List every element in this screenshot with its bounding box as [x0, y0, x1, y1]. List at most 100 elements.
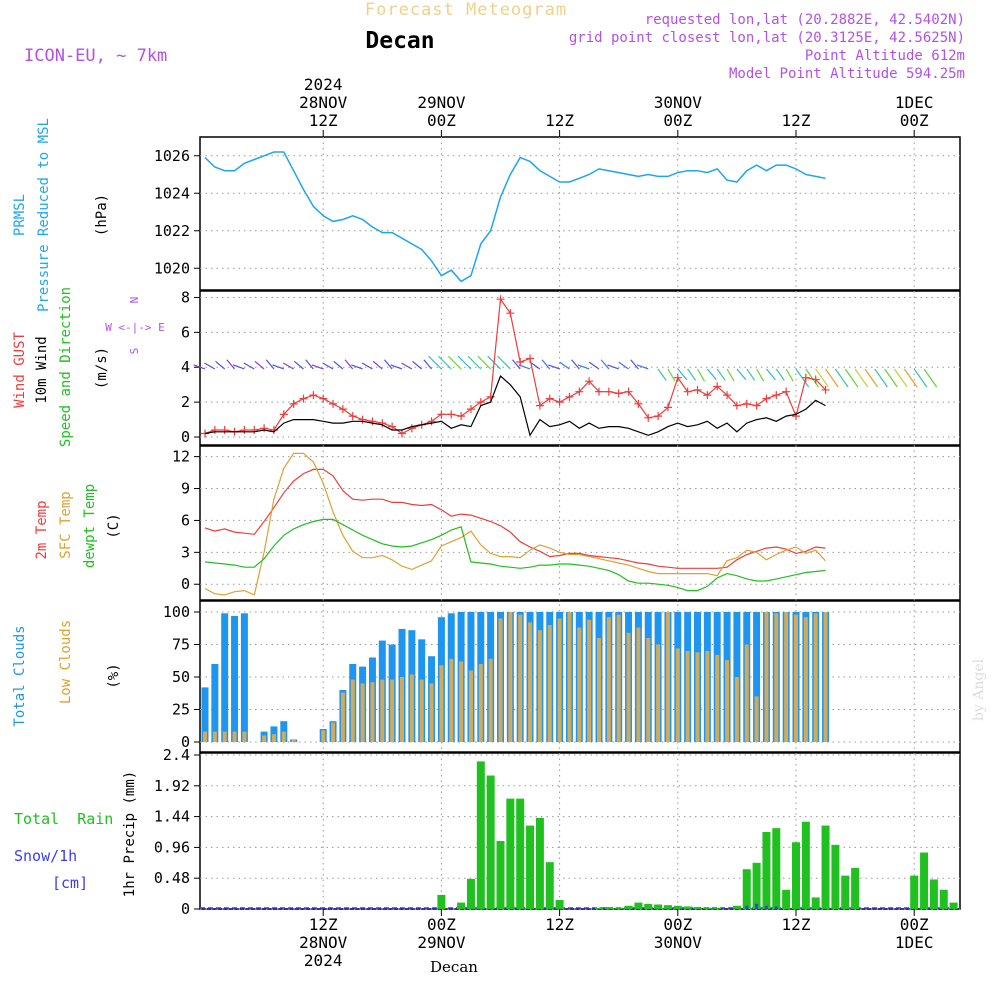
low-cloud-bar [813, 613, 818, 742]
gust-marker [604, 387, 613, 396]
wind-arrow [726, 368, 735, 382]
location-title: Decan [365, 28, 434, 54]
y-tick-label: 1022 [154, 222, 190, 240]
wind-arrow [215, 360, 226, 370]
wind-arrow [765, 368, 776, 381]
low-cloud-bar [370, 682, 375, 742]
wind-arrow [428, 355, 442, 370]
wind-arrow [272, 364, 285, 370]
rain-bar [831, 844, 840, 909]
low-cloud-bar [557, 618, 562, 742]
gust-marker [782, 387, 791, 396]
credit-watermark: by Angel [971, 658, 987, 721]
wind-arrow [874, 368, 888, 388]
model-label: ICON-EU, ~ 7km [24, 46, 167, 66]
y-tick-label: 50 [172, 668, 190, 686]
rain-bar [811, 897, 820, 909]
panel-frame [199, 136, 961, 291]
time-label-bottom: 29NOV [417, 933, 466, 952]
low-clouds-label: Low Clouds [58, 620, 74, 704]
gust-marker [821, 385, 830, 394]
wind-arrow [834, 368, 849, 388]
wind-arrow [226, 359, 236, 370]
2m-temp-label: 2m Temp [34, 500, 50, 559]
wind-arrow [618, 361, 629, 370]
wind-arrow [305, 359, 314, 370]
low-cloud-bar [764, 612, 769, 742]
wind-arrow [588, 361, 600, 370]
wind-arrow [390, 364, 403, 370]
low-cloud-bar [665, 612, 670, 742]
rain-bar [634, 902, 643, 909]
wind-arrow [864, 368, 879, 388]
rain-bar [496, 840, 505, 909]
low-cloud-bar [685, 651, 690, 742]
time-label-top: 12Z [309, 111, 338, 130]
low-cloud-bar [439, 665, 444, 742]
wind-arrow [232, 364, 245, 370]
low-cloud-bar [646, 638, 651, 742]
prmsl-label: PRMSL [12, 194, 28, 236]
time-label-bottom: 28NOV [299, 933, 348, 952]
snow-bar [745, 905, 749, 909]
gust-marker [703, 391, 712, 400]
percent-unit-label: (%) [106, 663, 122, 688]
gust-marker [250, 426, 259, 435]
low-cloud-bar [291, 739, 296, 742]
gust-marker [742, 399, 751, 408]
wind-arrow [736, 368, 747, 381]
rain-bar [614, 907, 623, 909]
wind-arrow [351, 364, 363, 370]
low-cloud-bar [823, 612, 828, 742]
time-label-top: 12Z [782, 111, 811, 130]
y-tick-label: 0.48 [154, 869, 190, 887]
snow-bar [764, 905, 768, 909]
ms-unit-label: (m/s) [94, 347, 110, 389]
rain-bar [703, 907, 712, 909]
time-label-bottom: 30NOV [654, 933, 703, 952]
wind-arrow [884, 368, 898, 388]
speed-direction-label: Speed and Direction [58, 287, 74, 447]
wind-arrow [344, 359, 354, 370]
wind-arrow [630, 359, 639, 370]
total-cloud-bar [211, 664, 219, 742]
total-cloud-bar [201, 687, 209, 742]
rain-bar [683, 906, 692, 909]
gust-marker [506, 309, 515, 318]
rain-bar [742, 869, 751, 909]
wind-arrow [477, 355, 492, 370]
gust-marker [447, 410, 456, 419]
time-label-bottom: 00Z [900, 915, 929, 934]
time-label-bottom: 00Z [663, 915, 692, 934]
rain-bar [555, 900, 564, 909]
wind-arrow [243, 362, 255, 370]
time-label-top: 2024 [304, 75, 343, 94]
gust-marker [663, 403, 672, 412]
gust-marker [575, 387, 584, 396]
time-label-top: 29NOV [417, 93, 466, 112]
wind-arrow [372, 360, 383, 370]
gust-marker [634, 399, 643, 408]
gust-marker [723, 391, 732, 400]
10m-wind-label: 10m Wind [34, 336, 50, 403]
temp-sfc-line [204, 452, 826, 596]
low-cloud-bar [626, 632, 631, 742]
rain-bar [851, 867, 860, 909]
rain-bar [673, 905, 682, 909]
gust-marker [210, 426, 219, 435]
low-cloud-bar [705, 651, 710, 742]
low-cloud-bar [803, 617, 808, 742]
gust-marker [338, 405, 347, 414]
gust-marker [614, 389, 623, 398]
low-cloud-bar [331, 722, 336, 742]
wind-arrow [447, 355, 462, 370]
gust-marker [378, 419, 387, 428]
gust-marker [772, 391, 781, 400]
rain-bar [457, 902, 466, 909]
time-label-bottom: 12Z [782, 915, 811, 934]
wind-arrow [204, 362, 216, 370]
rain-bar [920, 852, 929, 909]
low-cloud-bar [232, 731, 237, 742]
wind-arrow [746, 368, 756, 381]
wind-arrow [785, 368, 794, 382]
